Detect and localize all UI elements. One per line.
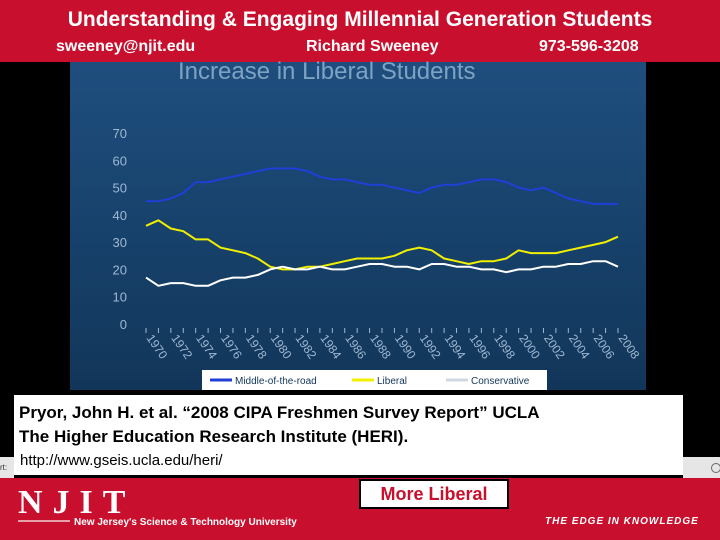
x-tick-label: 1982 bbox=[293, 332, 320, 362]
presentation-title: Understanding & Engaging Millennial Gene… bbox=[67, 8, 653, 31]
header-banner: Understanding & Engaging Millennial Gene… bbox=[0, 0, 720, 62]
y-tick-label: 70 bbox=[113, 126, 127, 141]
y-tick-label: 50 bbox=[113, 181, 127, 196]
x-tick-label: 2000 bbox=[516, 332, 543, 362]
y-tick-label: 30 bbox=[113, 235, 127, 250]
x-tick-label: 1998 bbox=[491, 332, 518, 362]
series-line-middle-of-the-road bbox=[146, 167, 618, 205]
citation-url[interactable]: http://www.gseis.ucla.edu/heri/ bbox=[20, 452, 223, 469]
njit-logo: NJIT bbox=[18, 484, 136, 521]
series-line-liberal bbox=[145, 219, 619, 271]
x-tick-label: 2006 bbox=[591, 332, 618, 362]
legend-label: Middle-of-the-road bbox=[235, 376, 317, 387]
y-tick-label: 0 bbox=[120, 317, 127, 332]
citation-box: Pryor, John H. et al. “2008 CIPA Freshme… bbox=[14, 395, 683, 475]
x-tick-label: 1992 bbox=[417, 332, 444, 362]
x-tick-label: 1988 bbox=[367, 332, 394, 362]
x-tick-label: 1970 bbox=[144, 332, 171, 362]
x-tick-label: 1980 bbox=[268, 332, 295, 362]
line-chart: 0102030405060701970197219741976197819801… bbox=[113, 126, 643, 390]
side-strip-label: rt: bbox=[0, 463, 8, 472]
y-tick-label: 60 bbox=[113, 153, 127, 168]
chart-panel: Increase in Liberal Students 0 10 20 30 40 50… bbox=[70, 58, 646, 390]
x-tick-label: 1994 bbox=[442, 332, 469, 362]
tagline: THE EDGE IN KNOWLEDGE bbox=[545, 516, 699, 527]
x-tick-label: 1986 bbox=[342, 332, 369, 362]
university-subtitle: New Jersey's Science & Technology Univer… bbox=[70, 517, 301, 528]
presenter-phone: 973-596-3208 bbox=[539, 38, 639, 55]
legend-box bbox=[202, 370, 547, 390]
y-tick-label: 10 bbox=[113, 290, 127, 305]
more-liberal-callout: More Liberal bbox=[359, 479, 509, 509]
chart-title: Increase in Liberal Students bbox=[178, 58, 476, 85]
x-tick-label: 1990 bbox=[392, 332, 419, 362]
x-tick-label: 2008 bbox=[616, 332, 643, 362]
x-tick-label: 1974 bbox=[193, 332, 220, 362]
side-strip-right bbox=[683, 457, 720, 479]
x-tick-label: 2004 bbox=[566, 332, 593, 362]
y-tick-label: 20 bbox=[113, 262, 127, 277]
legend-label: Conservative bbox=[471, 376, 530, 387]
x-tick-label: 1976 bbox=[218, 332, 245, 362]
x-tick-label: 1984 bbox=[317, 332, 344, 362]
x-tick-label: 1996 bbox=[466, 332, 493, 362]
x-tick-label: 1978 bbox=[243, 332, 270, 362]
citation-line-2: The Higher Education Research Institute … bbox=[19, 427, 409, 446]
presenter-name: Richard Sweeney bbox=[306, 38, 439, 55]
presenter-email: sweeney@njit.edu bbox=[56, 38, 196, 55]
side-strip-left: rt: bbox=[0, 457, 14, 479]
citation-line-1: Pryor, John H. et al. “2008 CIPA Freshme… bbox=[19, 403, 540, 422]
circle-icon bbox=[711, 463, 720, 473]
series-line-conservative bbox=[145, 260, 619, 287]
x-tick-label: 1972 bbox=[168, 332, 195, 362]
x-tick-label: 2002 bbox=[541, 332, 568, 362]
y-tick-label: 40 bbox=[113, 208, 127, 223]
legend-label: Liberal bbox=[377, 376, 407, 387]
